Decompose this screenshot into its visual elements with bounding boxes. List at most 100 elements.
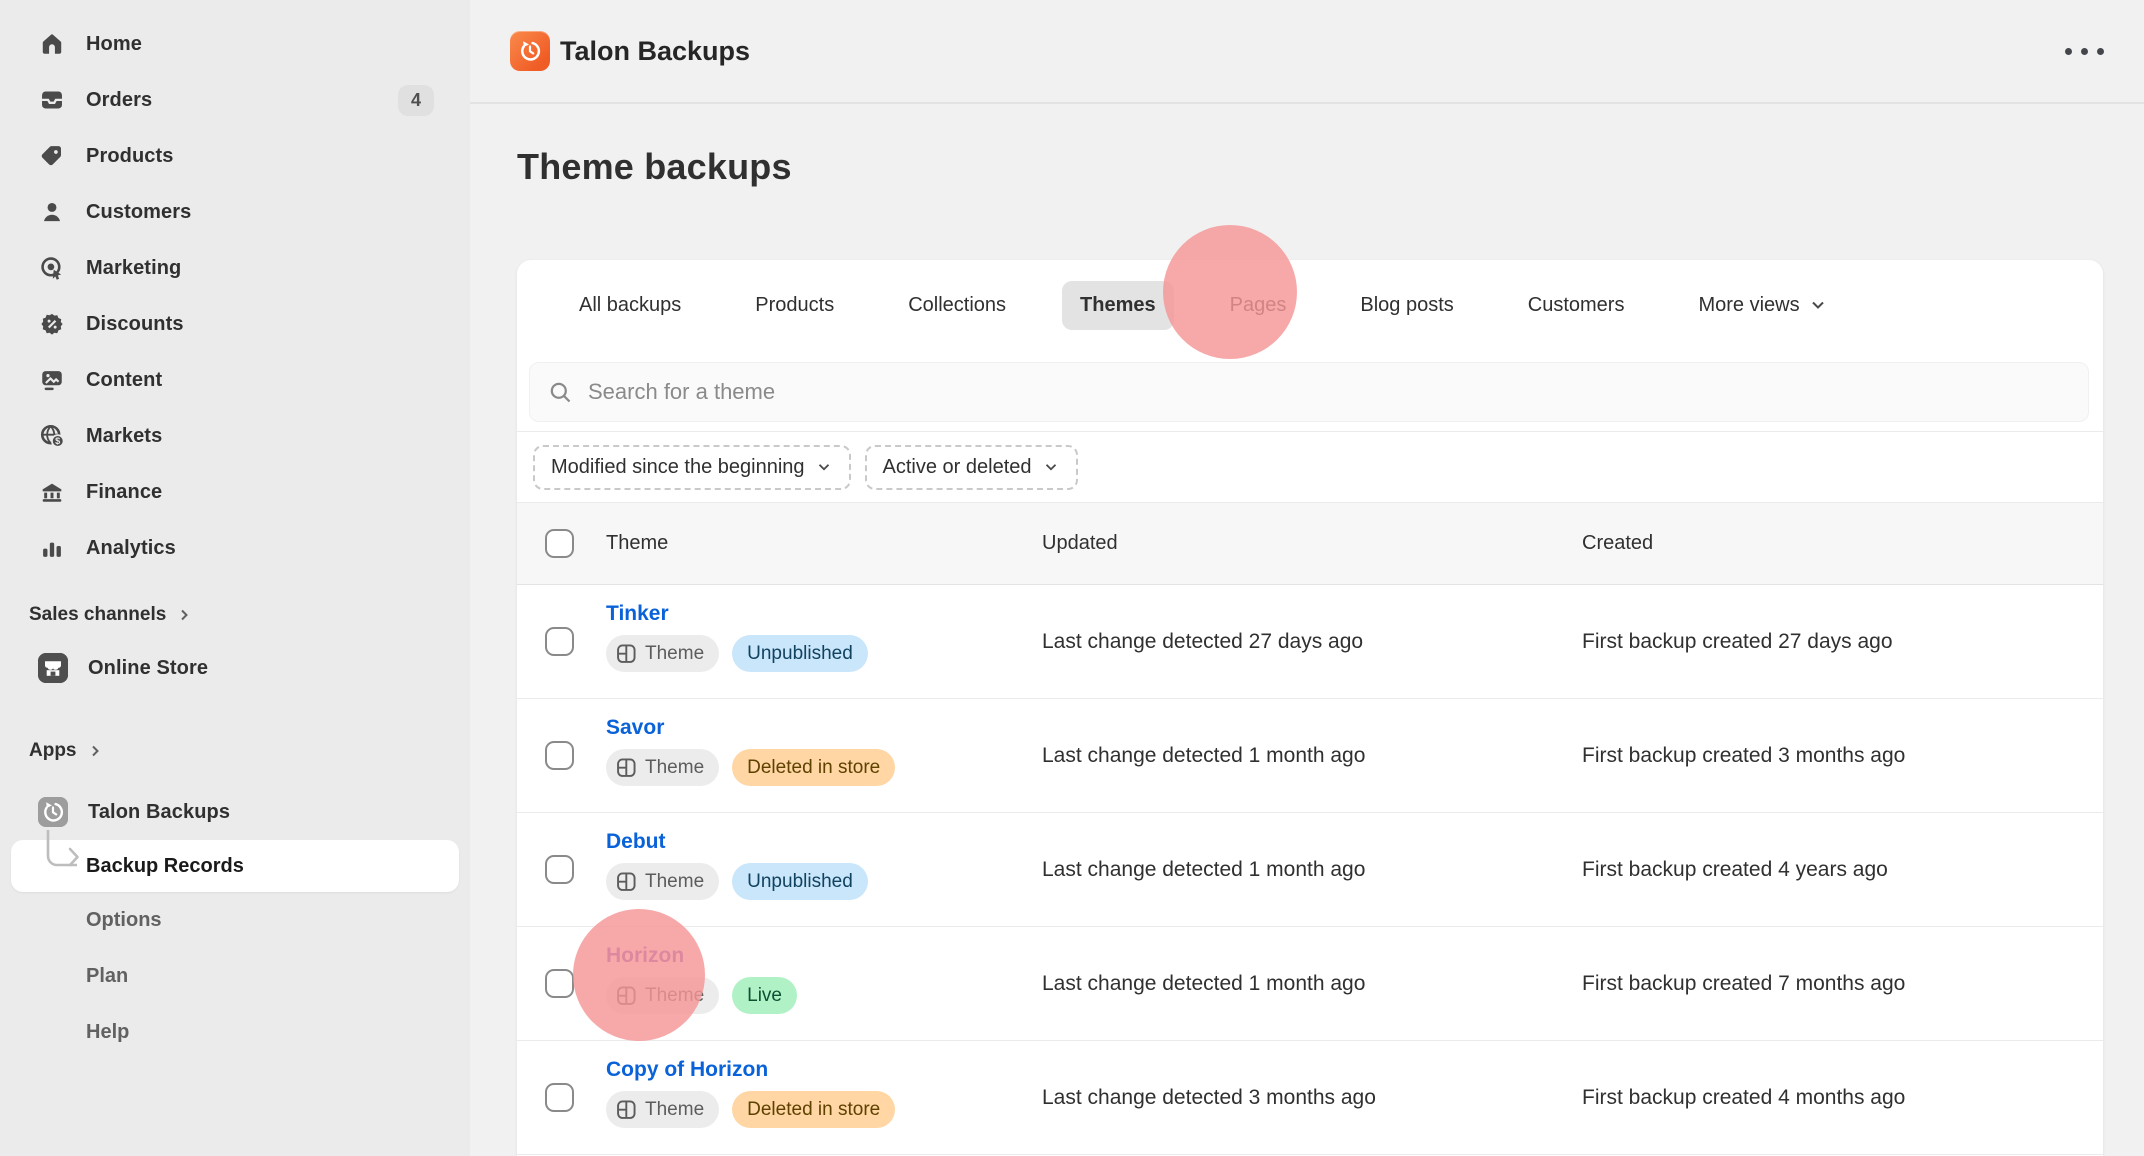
status-badge: Deleted in store — [732, 749, 896, 786]
sidebar: Home Orders 4 Products Customers M — [0, 0, 470, 1156]
search-placeholder: Search for a theme — [588, 379, 776, 404]
chevron-down-icon — [1042, 458, 1060, 476]
talon-backups-app-icon — [38, 797, 68, 827]
sidebar-item-finance[interactable]: Finance — [0, 464, 470, 520]
sidebar-item-talon-backups[interactable]: Talon Backups — [0, 784, 470, 840]
app-title: Talon Backups — [560, 35, 751, 66]
table-row: Savor Theme Deleted in store Last change… — [517, 699, 2103, 813]
theme-name-link[interactable]: Tinker — [606, 602, 669, 625]
search-icon — [547, 379, 574, 406]
tab-customers[interactable]: Customers — [1527, 293, 1625, 316]
updated-cell: Last change detected 1 month ago — [1042, 743, 1366, 767]
sidebar-item-analytics[interactable]: Analytics — [0, 520, 470, 576]
chevron-down-icon — [1808, 295, 1828, 315]
sidebar-item-customers[interactable]: Customers — [0, 184, 470, 240]
backups-card: All backups Products Collections Themes … — [517, 260, 2103, 1156]
table-row: Tinker Theme Unpublished Last change det… — [517, 585, 2103, 699]
more-views-dropdown[interactable]: More views — [1680, 281, 1845, 330]
sidebar-item-markets[interactable]: $ Markets — [0, 408, 470, 464]
sidebar-item-label: Online Store — [88, 656, 209, 679]
sidebar-item-home[interactable]: Home — [0, 16, 470, 72]
type-pill: Theme — [606, 1091, 720, 1128]
created-cell: First backup created 27 days ago — [1582, 629, 1893, 653]
sidebar-item-label: Analytics — [86, 536, 176, 559]
theme-name-link[interactable]: Debut — [606, 830, 666, 853]
sidebar-item-label: Finance — [86, 480, 163, 503]
created-cell: First backup created 7 months ago — [1582, 971, 1906, 995]
sidebar-item-discounts[interactable]: Discounts — [0, 296, 470, 352]
sidebar-item-orders[interactable]: Orders 4 — [0, 72, 470, 128]
search-row: Search for a theme — [517, 350, 2103, 432]
sidebar-item-help[interactable]: Help — [86, 1020, 130, 1043]
sidebar-item-label: Products — [86, 144, 174, 167]
home-icon — [38, 30, 66, 58]
row-checkbox[interactable] — [545, 627, 574, 656]
products-icon — [38, 142, 66, 170]
sidebar-item-online-store[interactable]: Online Store — [0, 640, 470, 696]
markets-icon: $ — [38, 422, 66, 450]
tabs-bar: All backups Products Collections Themes … — [517, 260, 2103, 350]
sidebar-item-label: Talon Backups — [88, 800, 231, 823]
sidebar-item-label: Backup Records — [86, 854, 244, 877]
filter-active-or-deleted[interactable]: Active or deleted — [864, 444, 1078, 490]
select-all-checkbox[interactable] — [545, 529, 574, 558]
sidebar-item-options[interactable]: Options — [86, 908, 162, 931]
tab-themes[interactable]: Themes — [1062, 280, 1174, 330]
status-badge: Live — [732, 977, 797, 1014]
status-badge: Unpublished — [732, 863, 868, 900]
sidebar-item-label: Content — [86, 368, 163, 391]
table-row: Debut Theme Unpublished Last change dete… — [517, 813, 2103, 927]
column-header-created: Created — [1582, 532, 1654, 554]
theme-icon — [617, 1100, 636, 1119]
type-pill: Theme — [606, 635, 720, 672]
sales-channels-header[interactable]: Sales channels — [0, 590, 470, 640]
type-pill: Theme — [606, 749, 720, 786]
sidebar-item-marketing[interactable]: Marketing — [0, 240, 470, 296]
tab-pages[interactable]: Pages — [1229, 293, 1287, 316]
theme-icon — [617, 986, 636, 1005]
theme-name-link[interactable]: Savor — [606, 716, 665, 739]
page-title: Theme backups — [517, 146, 792, 187]
customers-icon — [38, 198, 66, 226]
tab-collections[interactable]: Collections — [908, 293, 1007, 316]
tab-all-backups[interactable]: All backups — [579, 293, 682, 316]
analytics-icon — [38, 534, 66, 562]
overflow-menu-icon[interactable] — [2061, 38, 2108, 65]
row-checkbox[interactable] — [545, 855, 574, 884]
search-input[interactable]: Search for a theme — [529, 362, 2089, 422]
svg-text:$: $ — [55, 436, 60, 446]
type-pill: Theme — [606, 977, 720, 1014]
sidebar-item-label: Marketing — [86, 256, 182, 279]
elbow-arrow-icon — [40, 828, 92, 880]
row-checkbox[interactable] — [545, 1083, 574, 1112]
theme-name-link[interactable]: Copy of Horizon — [606, 1058, 769, 1081]
sidebar-item-backup-records[interactable]: Backup Records — [11, 830, 459, 892]
sidebar-item-products[interactable]: Products — [0, 128, 470, 184]
table-row: Horizon Theme Live Last change detected … — [517, 927, 2103, 1041]
main-content: Talon Backups Theme backups All backups … — [470, 0, 2144, 1156]
theme-icon — [617, 872, 636, 891]
updated-cell: Last change detected 1 month ago — [1042, 971, 1366, 995]
status-badge: Deleted in store — [732, 1091, 896, 1128]
theme-icon — [617, 758, 636, 777]
row-checkbox[interactable] — [545, 741, 574, 770]
theme-name-link[interactable]: Horizon — [606, 944, 685, 967]
filters-row: Modified since the beginning Active or d… — [517, 432, 2103, 503]
column-header-updated: Updated — [1042, 532, 1118, 554]
chevron-right-icon — [87, 743, 103, 759]
sidebar-item-label: Customers — [86, 200, 192, 223]
theme-icon — [617, 644, 636, 663]
updated-cell: Last change detected 1 month ago — [1042, 857, 1366, 881]
tab-blog-posts[interactable]: Blog posts — [1360, 293, 1454, 316]
status-badge: Unpublished — [732, 635, 868, 672]
tab-products[interactable]: Products — [755, 293, 835, 316]
apps-header[interactable]: Apps — [0, 726, 470, 776]
sidebar-item-content[interactable]: Content — [0, 352, 470, 408]
created-cell: First backup created 3 months ago — [1582, 743, 1906, 767]
filter-modified-since[interactable]: Modified since the beginning — [533, 444, 851, 490]
sidebar-item-plan[interactable]: Plan — [86, 964, 129, 987]
orders-count-badge: 4 — [397, 84, 434, 116]
row-checkbox[interactable] — [545, 969, 574, 998]
sidebar-item-label: Discounts — [86, 312, 184, 335]
orders-icon — [38, 86, 66, 114]
